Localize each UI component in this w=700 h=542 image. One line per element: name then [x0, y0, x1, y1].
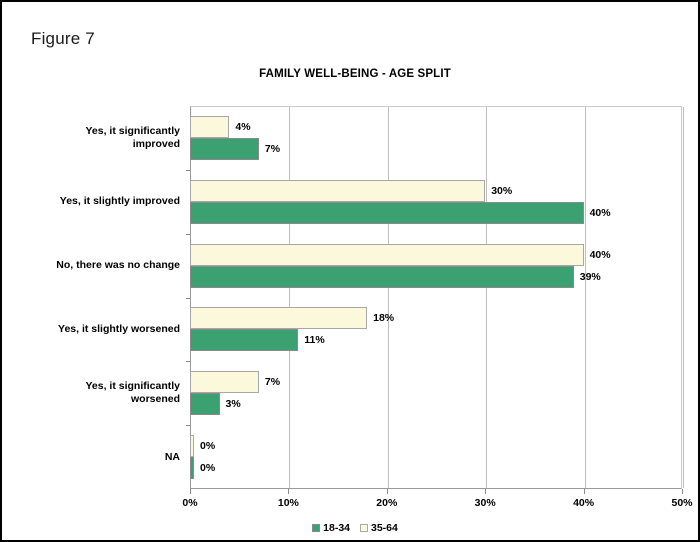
gridline-vertical [486, 107, 488, 488]
y-axis-category-label: Yes, it slightly improved [15, 195, 180, 208]
legend-swatch-icon [312, 524, 321, 533]
x-axis-tick-label: 30% [474, 497, 496, 509]
x-axis-tick [583, 489, 585, 494]
x-axis-tick-label: 50% [671, 497, 693, 509]
bar-value-label: 7% [264, 143, 281, 155]
figure-label: Figure 7 [31, 29, 95, 48]
y-axis-category-label: Yes, it significantly worsened [15, 380, 180, 406]
bar-18-34 [190, 138, 259, 160]
bar-value-label: 0% [200, 440, 216, 452]
chart-title: FAMILY WELL-BEING - AGE SPLIT [259, 68, 451, 80]
bar-value-label: 7% [264, 376, 281, 388]
y-axis-tick [186, 425, 190, 426]
category-label-line: improved [132, 138, 180, 150]
category-label-line: Yes, it slightly worsened [58, 323, 180, 335]
gridline-vertical [584, 107, 586, 488]
gridline-vertical [289, 107, 291, 488]
bar-value-label: 30% [491, 185, 513, 197]
x-axis-tick-label: 10% [277, 497, 299, 509]
gridline-vertical [683, 107, 684, 488]
y-axis-tick [186, 298, 190, 299]
x-axis-tick [190, 489, 191, 494]
y-axis-category-label: Yes, it slightly worsened [15, 323, 180, 336]
chart-legend: 18-34 35-64 [5, 522, 698, 534]
bar-35-64 [190, 307, 368, 329]
y-axis-tick [186, 361, 190, 362]
x-axis-tick [386, 489, 388, 494]
y-axis-tick [186, 234, 190, 235]
category-label-line: Yes, it slightly improved [59, 195, 180, 207]
bar-18-34 [190, 202, 584, 224]
x-axis-tick-label: 40% [573, 497, 595, 509]
legend-label: 18-34 [323, 522, 350, 535]
bar-35-64 [190, 371, 259, 393]
bar-35-64 [190, 116, 230, 138]
category-label-line: worsened [130, 393, 180, 405]
legend-entry-35-64[interactable]: 35-64 [360, 522, 398, 534]
x-axis-tick [682, 489, 683, 494]
bar-value-label: 3% [225, 398, 241, 410]
x-axis-tick-label: 20% [376, 497, 398, 509]
category-label-line: No, there was no change [56, 259, 180, 271]
bar-35-64 [190, 435, 194, 457]
bar-value-label: 4% [235, 121, 251, 133]
bar-value-label: 11% [304, 334, 325, 346]
category-label-line: Yes, it significantly [85, 380, 180, 392]
x-axis-tick [288, 489, 290, 494]
x-axis-tick [485, 489, 487, 494]
x-axis-tick-label: 0% [182, 497, 198, 509]
y-axis-tick [186, 170, 190, 171]
bar-35-64 [190, 244, 584, 266]
y-axis-category-label: NA [15, 451, 180, 464]
category-label-line: Yes, it significantly [85, 125, 180, 137]
bar-value-label: 39% [579, 271, 601, 283]
bar-value-label: 18% [373, 312, 395, 324]
bar-35-64 [190, 180, 486, 202]
bar-value-label: 40% [589, 207, 611, 219]
figure-inner-frame: Figure 7 FAMILY WELL-BEING - AGE SPLIT 0… [4, 4, 696, 538]
gridline-vertical [387, 107, 389, 488]
bar-18-34 [190, 329, 299, 351]
legend-swatch-icon [360, 524, 368, 533]
legend-entry-18-34[interactable]: 18-34 [312, 522, 350, 534]
plot-area [190, 106, 684, 489]
y-axis-category-label: No, there was no change [15, 259, 180, 272]
bar-value-label: 40% [589, 249, 611, 261]
y-axis-category-label: Yes, it significantly improved [15, 125, 180, 151]
bar-18-34 [190, 393, 220, 415]
bar-18-34 [190, 266, 574, 288]
legend-label: 35-64 [371, 522, 398, 535]
bar-18-34 [190, 457, 194, 479]
bar-value-label: 0% [200, 462, 216, 474]
category-label-line: NA [164, 451, 180, 463]
